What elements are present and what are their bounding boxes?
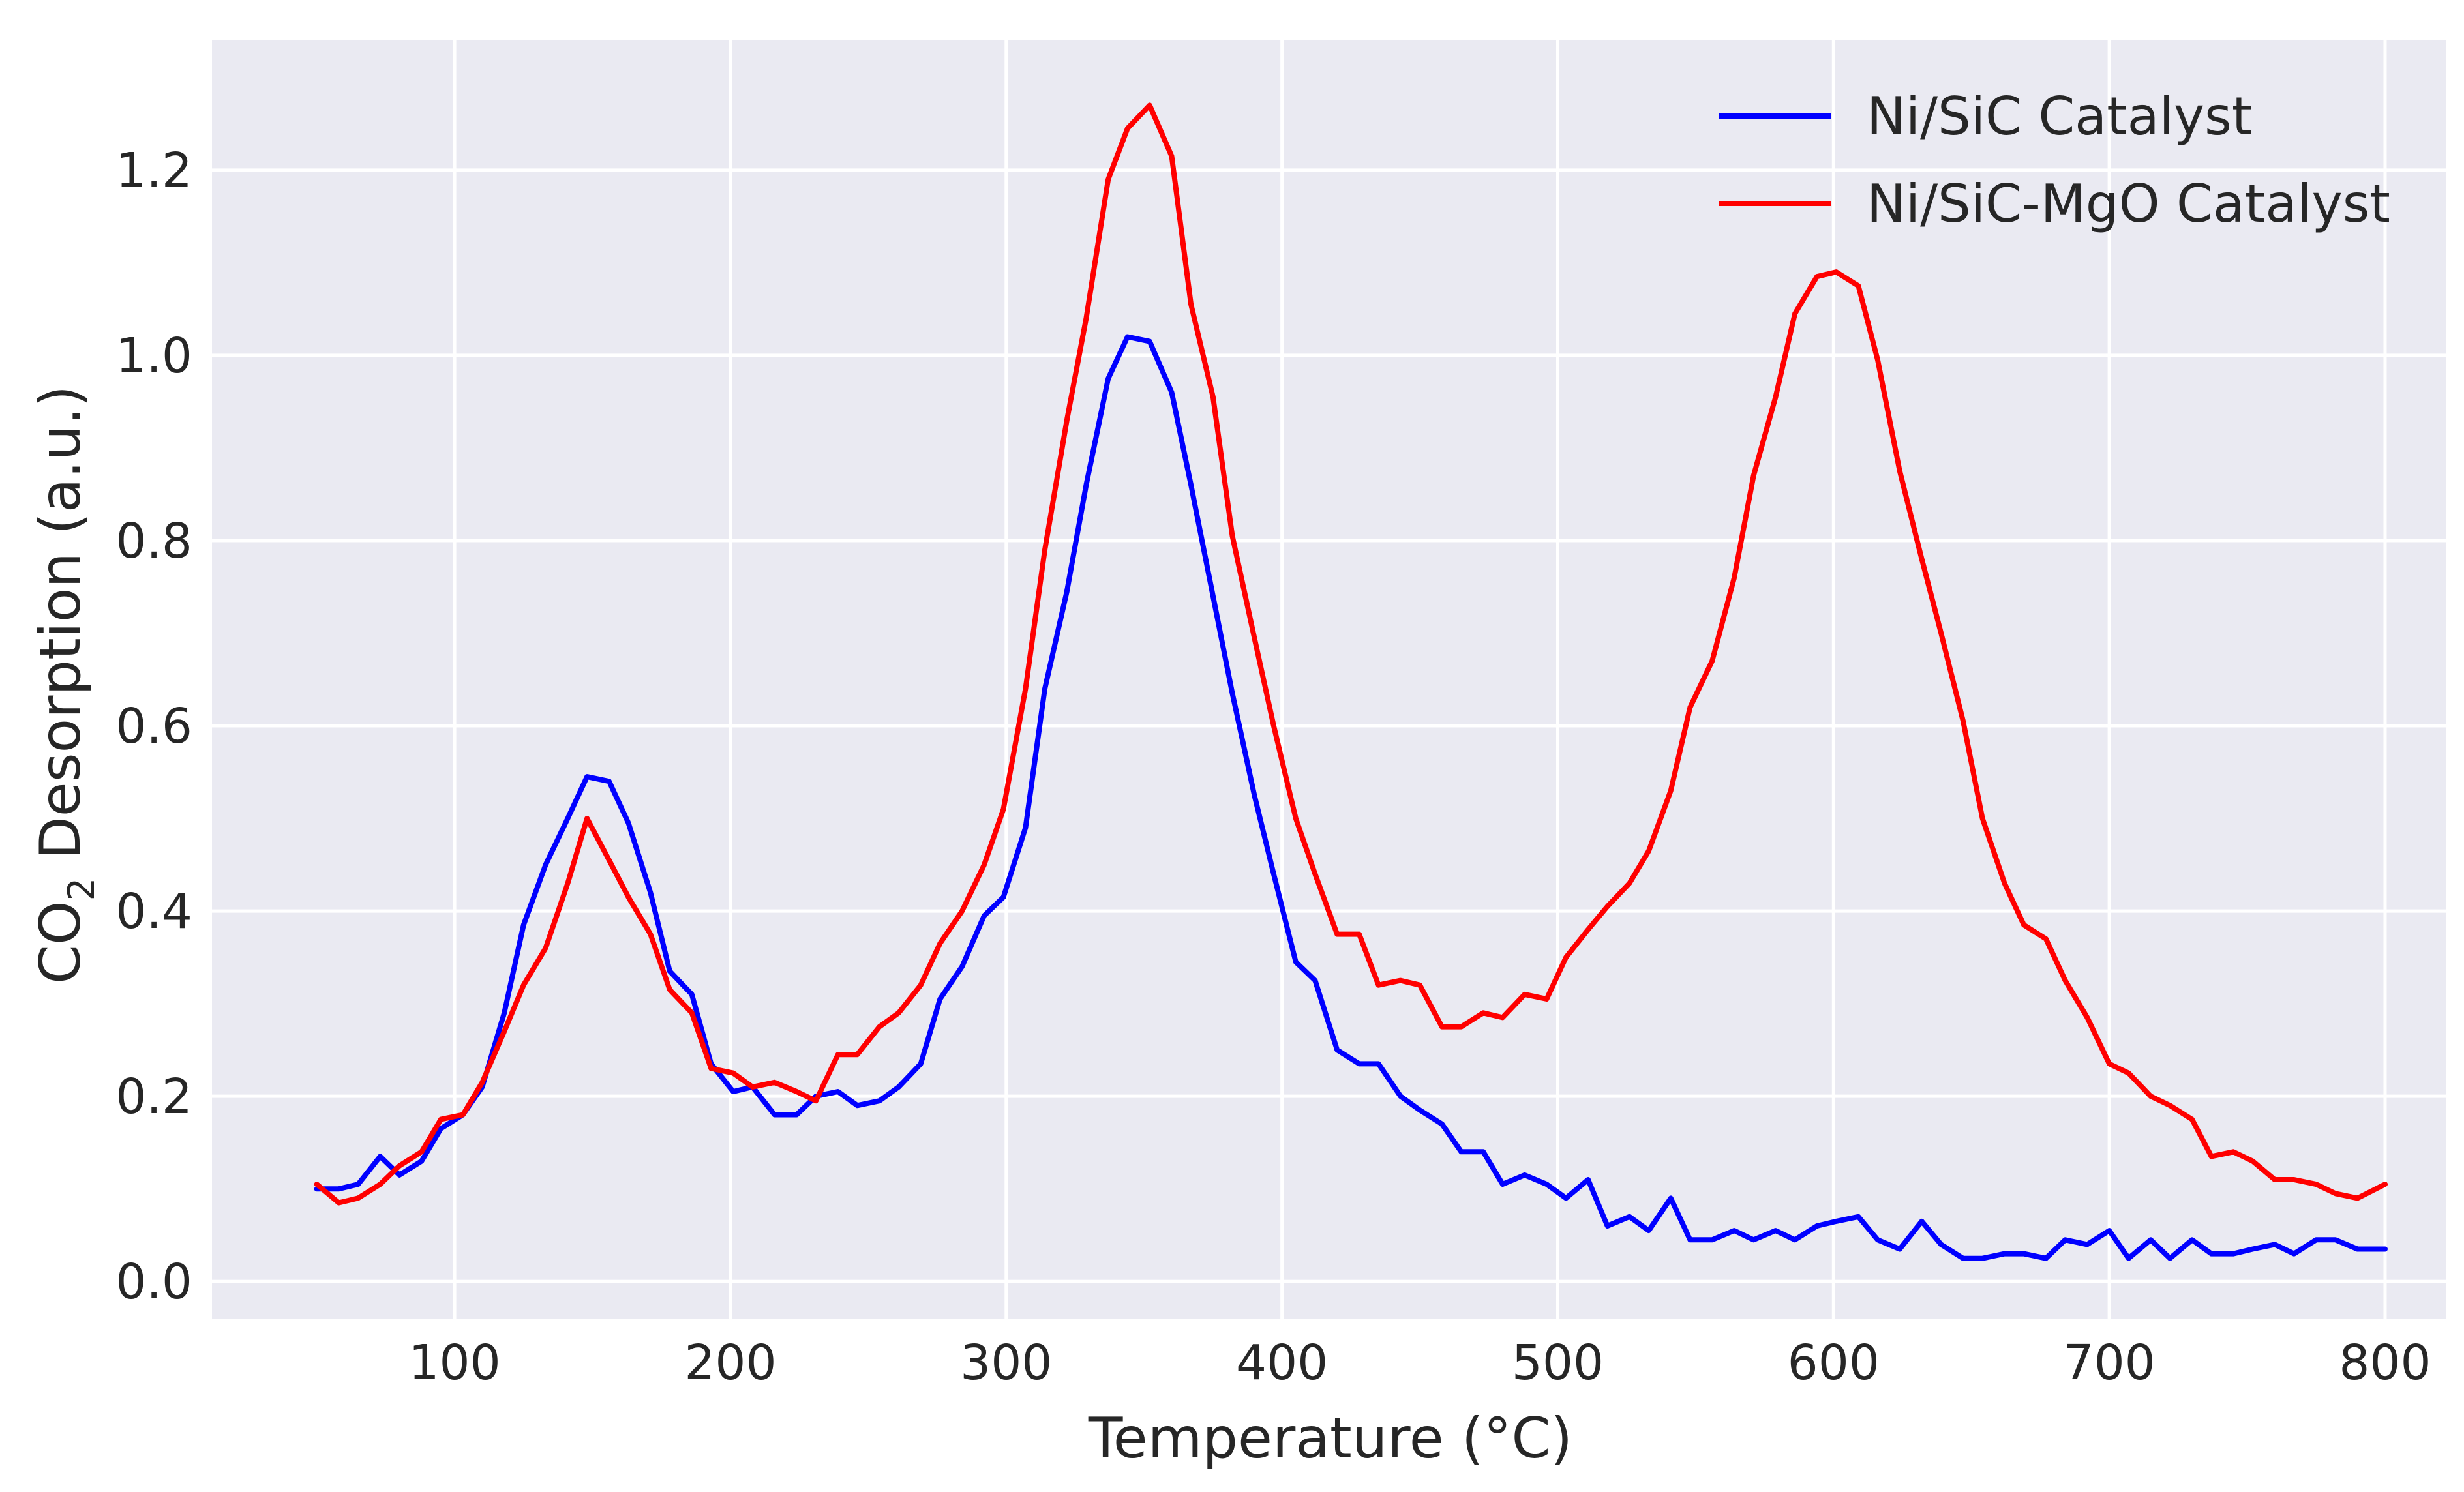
series-line-ni-sic — [314, 334, 2388, 1261]
y-tick-label: 0.2 — [115, 1069, 192, 1125]
x-tick-label: 800 — [2339, 1335, 2431, 1391]
y-axis-label-rest: Desorption (a.u.) — [28, 385, 93, 878]
y-tick-label: 0.0 — [115, 1254, 192, 1310]
y-tick-label: 0.4 — [115, 884, 192, 940]
x-tick-label: 700 — [2064, 1335, 2156, 1391]
x-tick-label: 400 — [1236, 1335, 1328, 1391]
y-axis-label-subscript: 2 — [61, 878, 103, 901]
plot-background — [212, 40, 2446, 1319]
x-tick-label: 300 — [960, 1335, 1052, 1391]
y-axis-label-co: CO — [28, 901, 93, 984]
y-axis-label: CO2 Desorption (a.u.) — [28, 385, 103, 984]
series-lines — [314, 102, 2388, 1261]
legend: Ni/SiC Catalyst Ni/SiC-MgO Catalyst — [1719, 86, 2390, 234]
series-line-ni-sic-mgo — [314, 102, 2388, 1206]
x-tick-label: 600 — [1788, 1335, 1880, 1391]
y-tick-label: 1.2 — [115, 143, 192, 199]
legend-label-ni-sic-mgo: Ni/SiC-MgO Catalyst — [1867, 173, 2390, 234]
x-tick-label: 100 — [408, 1335, 500, 1391]
x-axis-label: Temperature (°C) — [1088, 1406, 1572, 1471]
y-tick-label: 0.8 — [115, 513, 192, 569]
y-tick-label: 1.0 — [115, 328, 192, 384]
y-tick-label: 0.6 — [115, 698, 192, 754]
legend-label-ni-sic: Ni/SiC Catalyst — [1867, 86, 2252, 147]
y-tick-labels: 0.0 0.2 0.4 0.6 0.8 1.0 1.2 — [115, 143, 192, 1310]
x-tick-labels: 100 200 300 400 500 600 700 800 — [408, 1335, 2431, 1391]
x-tick-label: 500 — [1512, 1335, 1604, 1391]
x-tick-label: 200 — [684, 1335, 776, 1391]
